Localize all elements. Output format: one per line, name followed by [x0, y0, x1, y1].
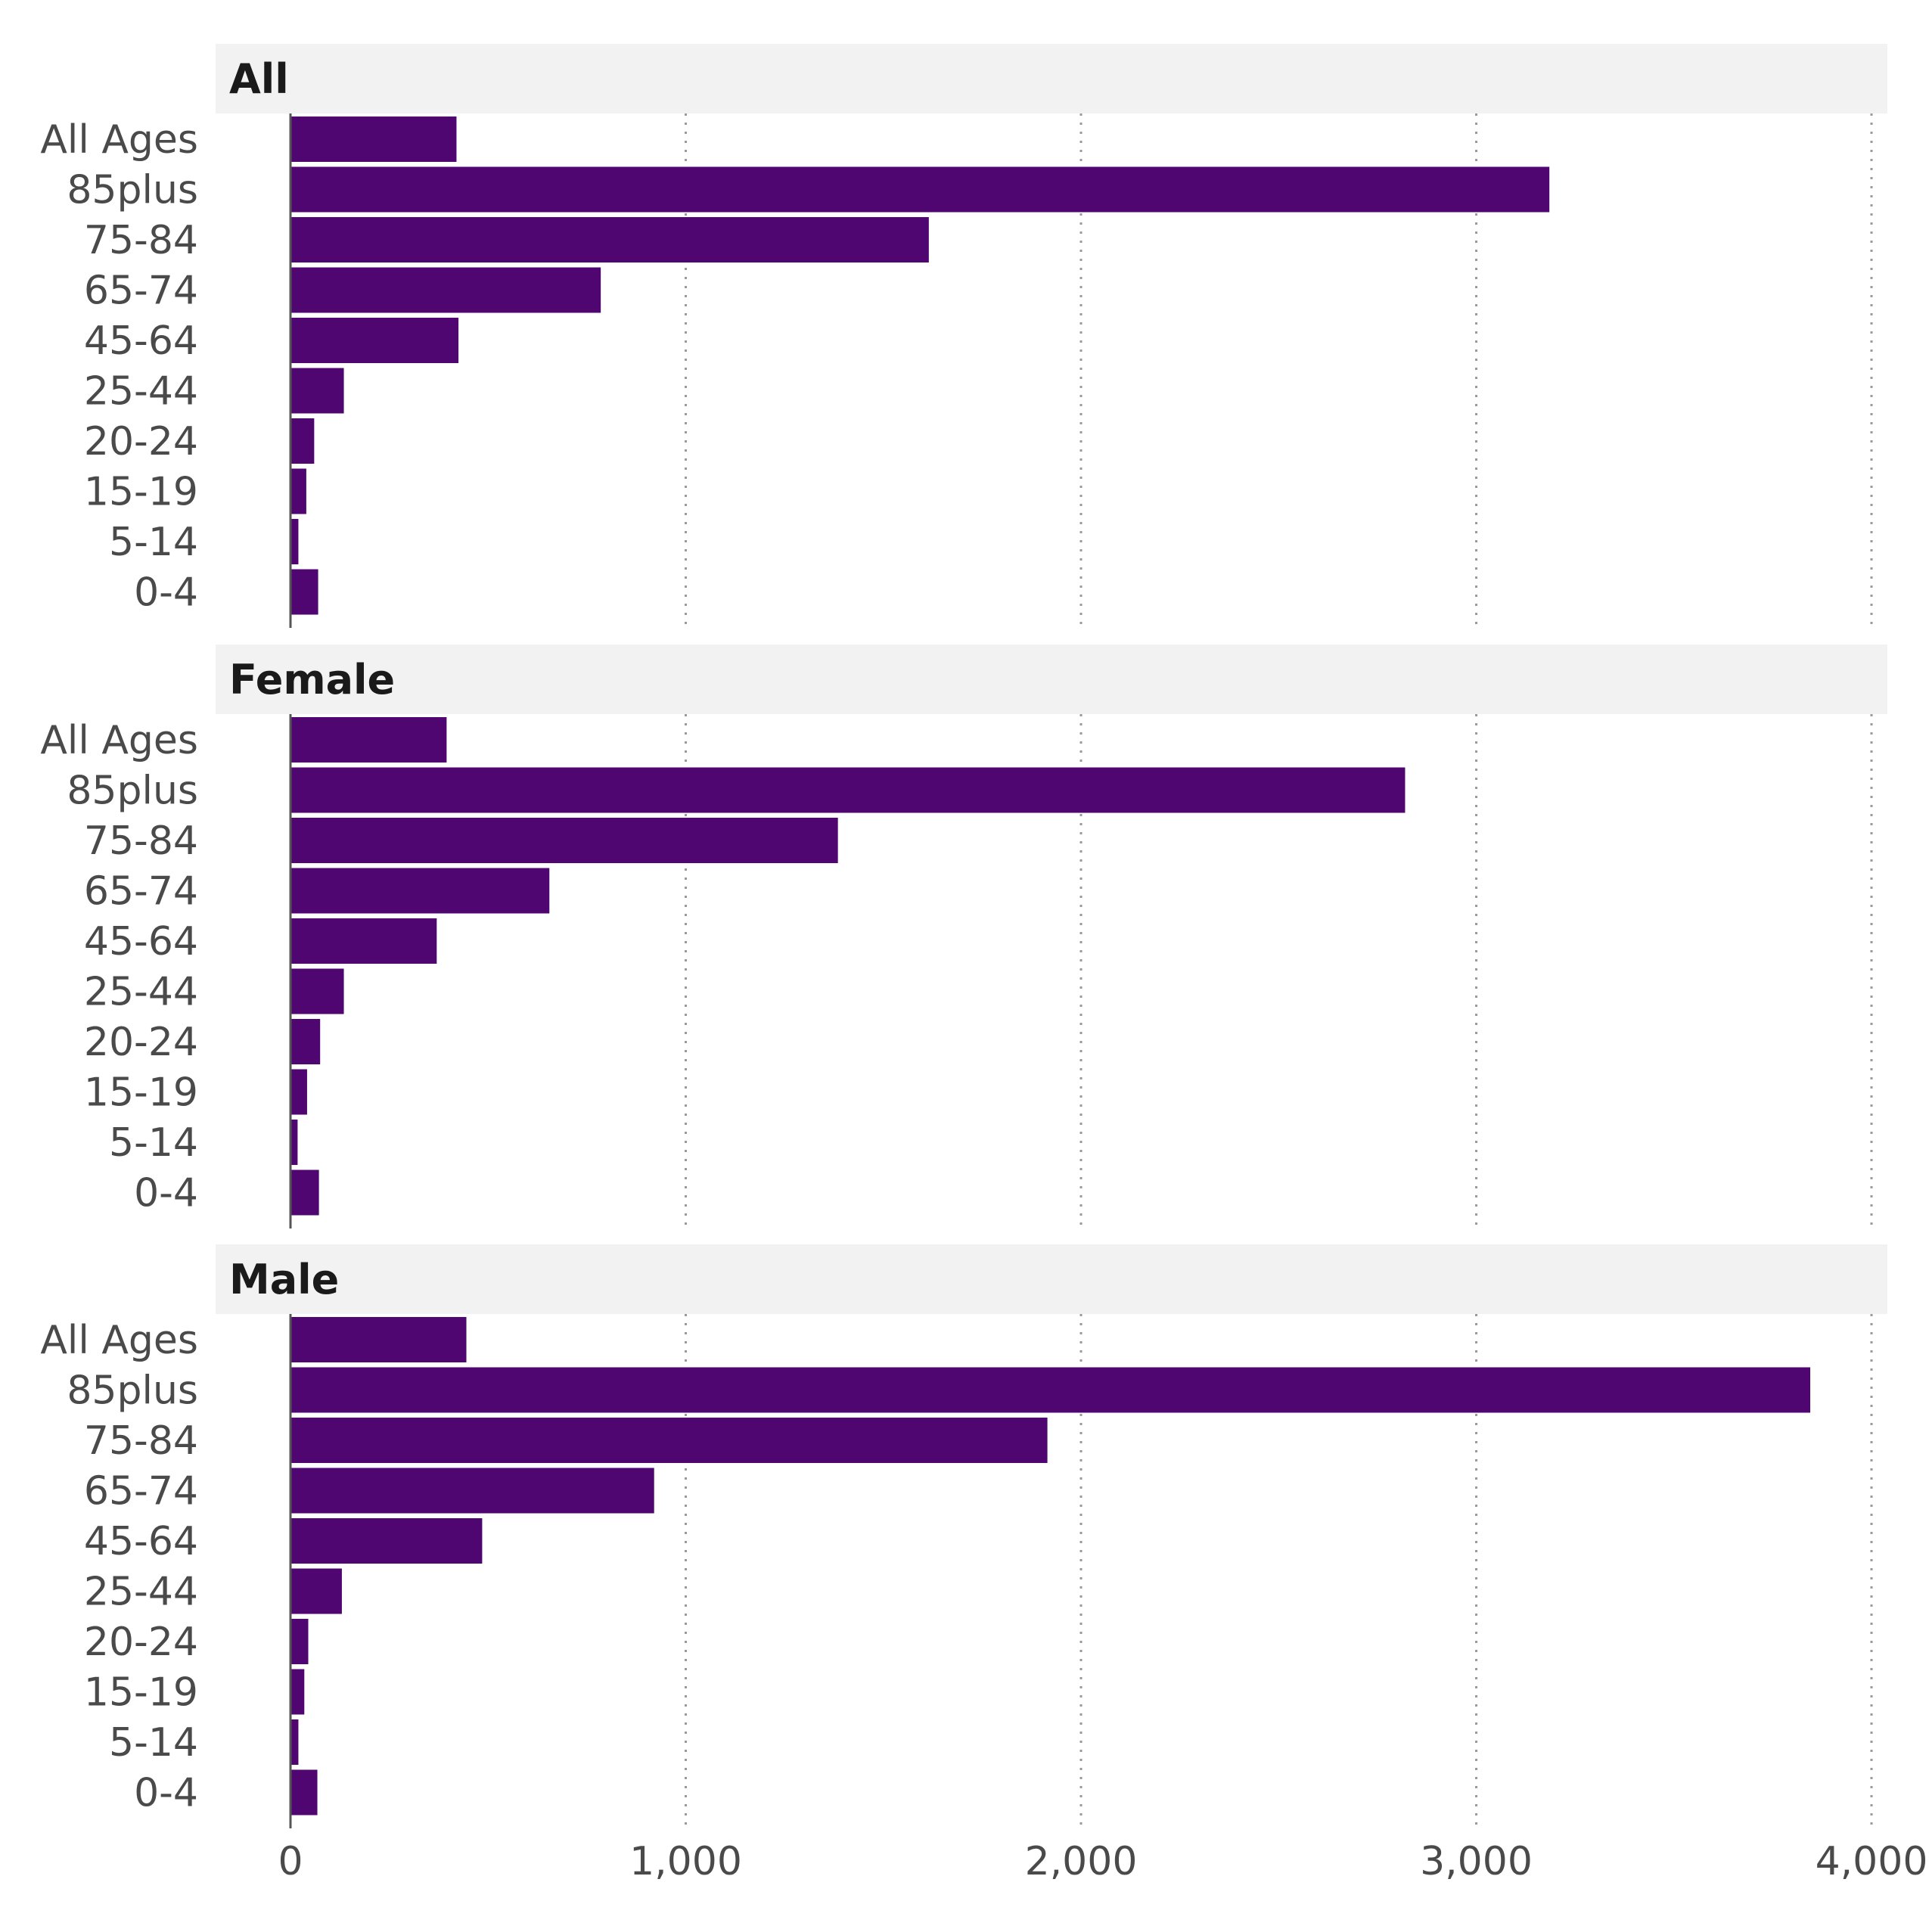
category-label-all-85plus: 85plus: [67, 168, 198, 213]
category-label-female-45-64: 45-64: [84, 919, 198, 964]
category-label-female-85plus: 85plus: [67, 769, 198, 814]
category-label-all-5-14: 5-14: [109, 520, 198, 565]
panel-strip-all: [216, 44, 1887, 113]
category-label-female-75-84: 75-84: [84, 818, 198, 864]
category-label-female-all-ages: All Ages: [40, 718, 198, 763]
bar-all-25-44: [290, 368, 344, 414]
bar-all-5-14: [290, 519, 299, 564]
category-label-all-0-4: 0-4: [134, 570, 198, 616]
x-tick-label-4000: 4,000: [1816, 1839, 1928, 1884]
panel-strip-male: [216, 1244, 1887, 1314]
bar-male-all-ages: [290, 1317, 467, 1362]
bar-all-45-64: [290, 318, 459, 363]
bar-female-75-84: [290, 818, 838, 863]
category-label-male-20-24: 20-24: [84, 1620, 198, 1665]
x-tick-label-1000: 1,000: [629, 1839, 742, 1884]
bar-all-65-74: [290, 267, 601, 313]
category-label-male-5-14: 5-14: [109, 1720, 198, 1766]
bar-all-20-24: [290, 418, 315, 464]
bar-all-15-19: [290, 468, 306, 514]
x-tick-label-0: 0: [278, 1839, 303, 1884]
panel-strip-female: [216, 645, 1887, 714]
bar-female-all-ages: [290, 717, 447, 763]
bar-female-45-64: [290, 918, 437, 964]
category-label-male-75-84: 75-84: [84, 1418, 198, 1464]
category-label-all-all-ages: All Ages: [40, 117, 198, 163]
bar-male-75-84: [290, 1418, 1048, 1463]
bar-female-25-44: [290, 968, 344, 1014]
bar-male-5-14: [290, 1719, 299, 1765]
category-label-all-45-64: 45-64: [84, 318, 198, 364]
category-label-female-25-44: 25-44: [84, 970, 198, 1015]
category-label-all-20-24: 20-24: [84, 419, 198, 464]
bar-female-85plus: [290, 767, 1406, 813]
bar-male-85plus: [290, 1367, 1811, 1413]
category-label-all-65-74: 65-74: [84, 269, 198, 314]
bar-all-0-4: [290, 569, 318, 615]
bar-male-45-64: [290, 1518, 483, 1564]
category-label-male-all-ages: All Ages: [40, 1318, 198, 1363]
category-label-male-0-4: 0-4: [134, 1771, 198, 1816]
panel-title-male: Male: [229, 1256, 339, 1303]
category-label-male-65-74: 65-74: [84, 1469, 198, 1514]
bar-male-25-44: [290, 1568, 342, 1614]
x-tick-label-2000: 2,000: [1025, 1839, 1138, 1884]
bar-female-0-4: [290, 1169, 319, 1216]
category-label-female-5-14: 5-14: [109, 1120, 198, 1166]
category-label-all-15-19: 15-19: [84, 470, 198, 515]
category-label-female-0-4: 0-4: [134, 1171, 198, 1216]
bar-male-0-4: [290, 1769, 318, 1816]
category-label-all-25-44: 25-44: [84, 369, 198, 415]
bar-all-85plus: [290, 166, 1550, 213]
bar-male-20-24: [290, 1619, 309, 1664]
bar-female-65-74: [290, 868, 550, 914]
bar-female-5-14: [290, 1120, 298, 1165]
bar-female-15-19: [290, 1069, 307, 1115]
bar-male-15-19: [290, 1669, 305, 1715]
category-label-female-65-74: 65-74: [84, 869, 198, 915]
panel-title-all: All: [229, 55, 289, 103]
category-label-male-85plus: 85plus: [67, 1368, 198, 1414]
category-label-male-25-44: 25-44: [84, 1570, 198, 1615]
bar-male-65-74: [290, 1468, 654, 1514]
category-label-female-15-19: 15-19: [84, 1070, 198, 1116]
x-tick-label-3000: 3,000: [1420, 1839, 1533, 1884]
category-label-male-15-19: 15-19: [84, 1670, 198, 1716]
bar-all-75-84: [290, 217, 929, 262]
category-label-all-75-84: 75-84: [84, 218, 198, 263]
bar-all-all-ages: [290, 116, 457, 162]
bar-female-20-24: [290, 1019, 321, 1064]
panel-title-female: Female: [229, 656, 395, 704]
category-label-male-45-64: 45-64: [84, 1519, 198, 1564]
category-label-female-20-24: 20-24: [84, 1020, 198, 1065]
